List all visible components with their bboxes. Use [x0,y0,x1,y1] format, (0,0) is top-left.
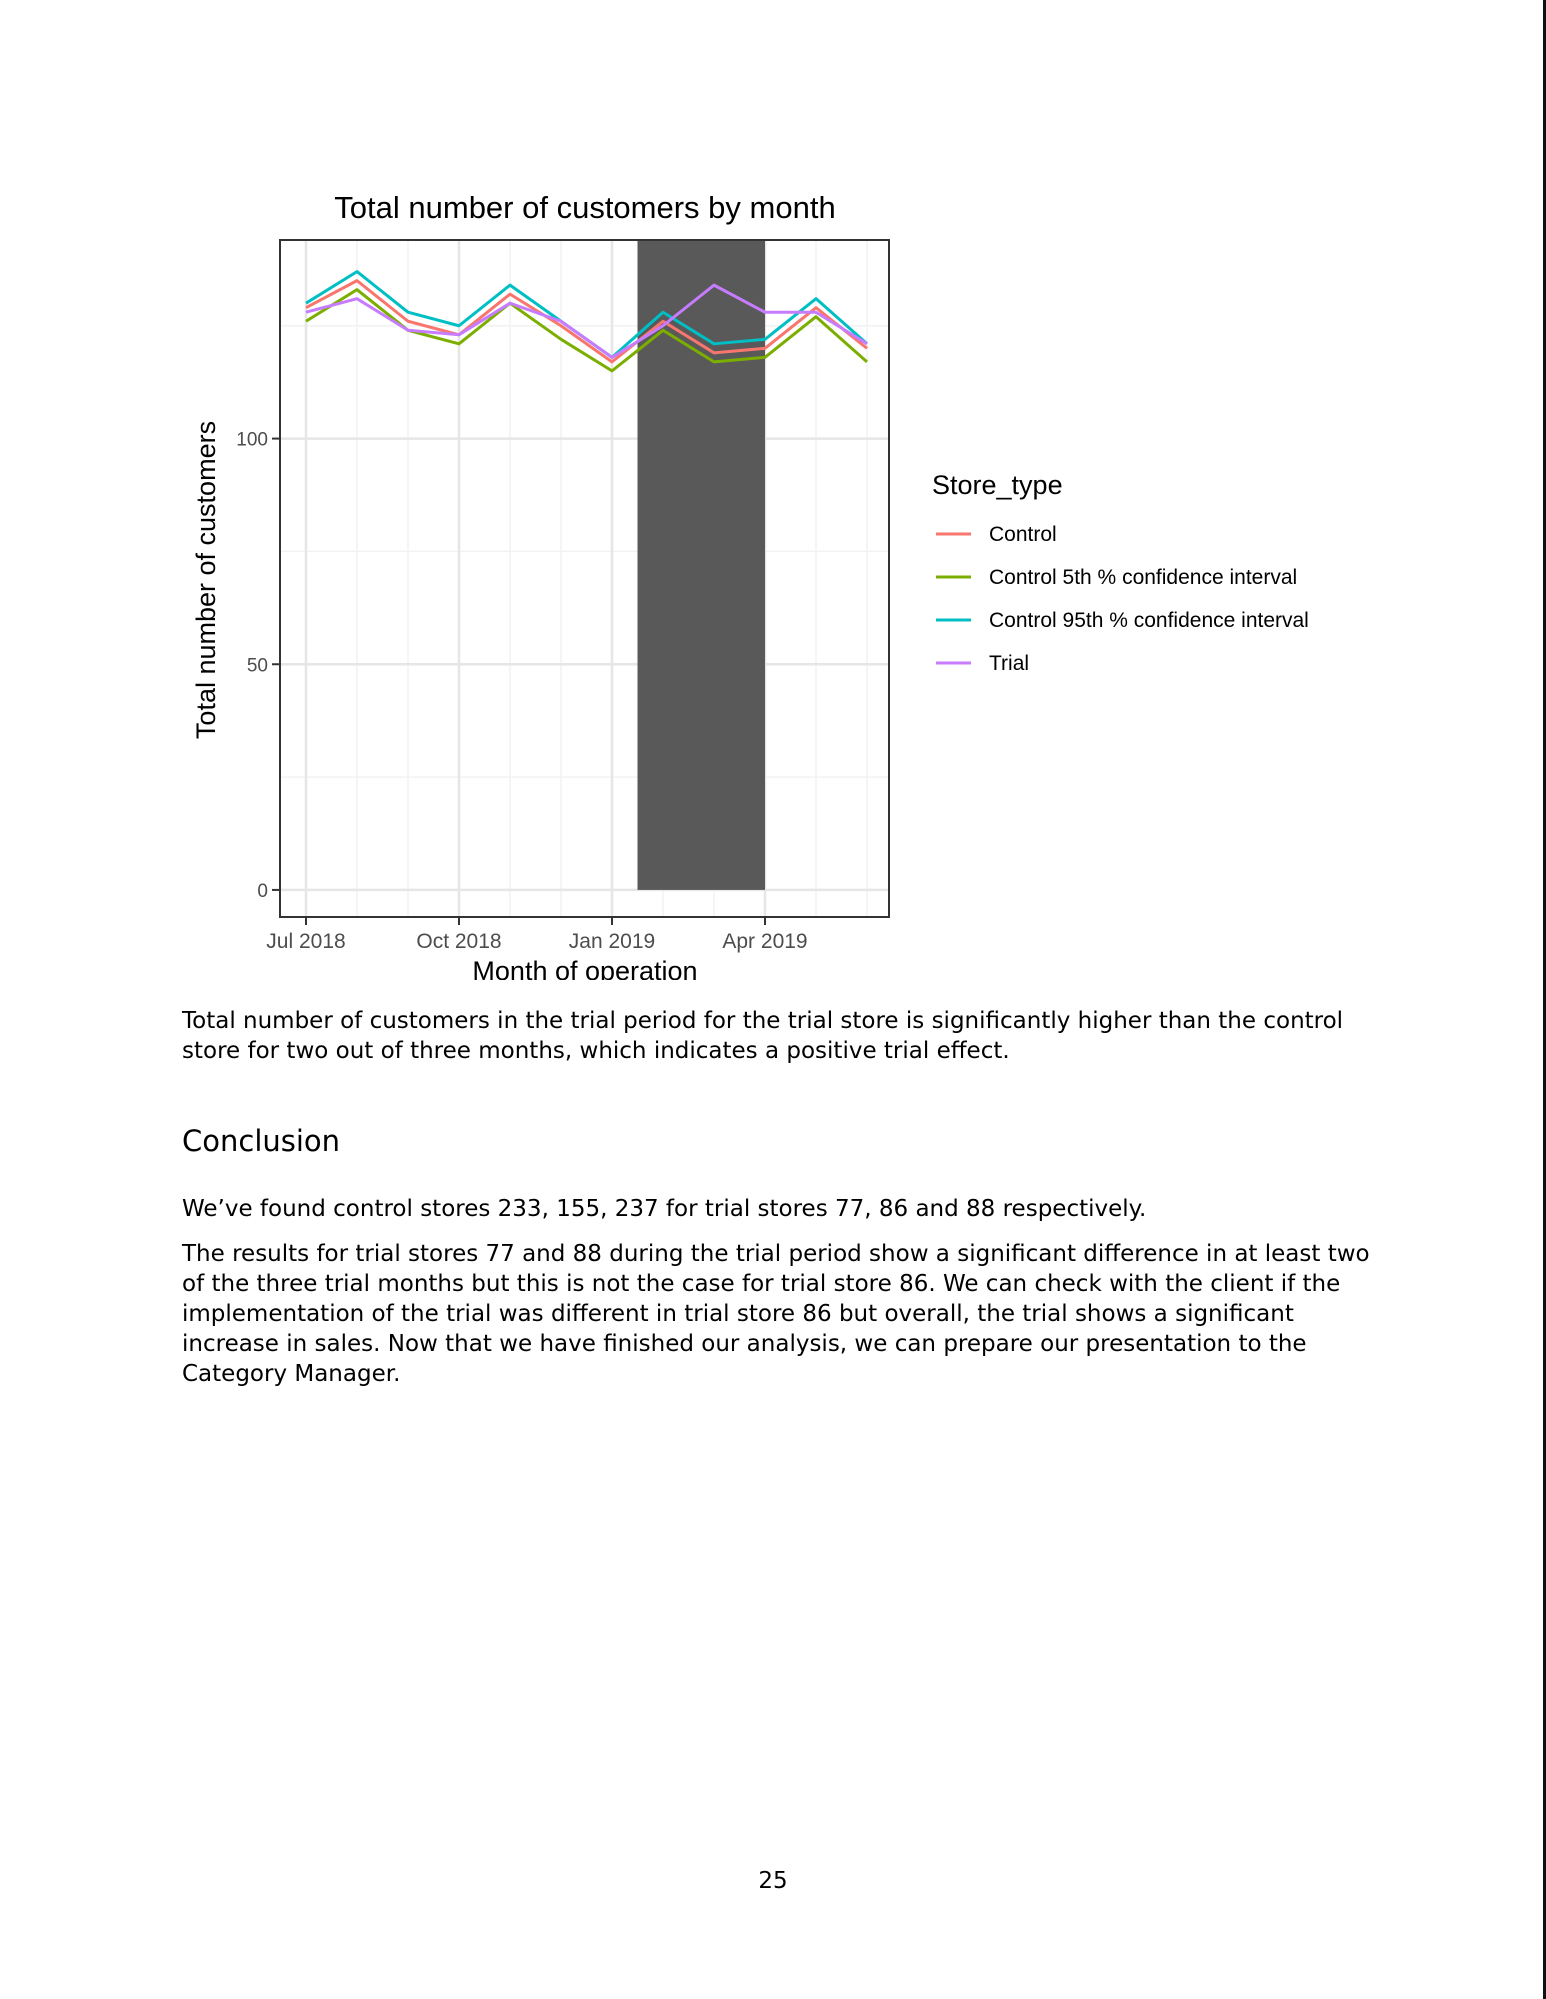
conclusion-heading: Conclusion [182,1124,341,1158]
chart-caption: Total number of customers in the trial p… [182,1008,1344,1064]
y-tick-label: 50 [247,655,268,676]
legend-label-0: Control [989,523,1057,546]
x-tick-label: Apr 2019 [722,930,807,953]
conclusion-paragraph-2: The results for trial stores 77 and 88 d… [182,1241,1370,1387]
trial-period-band [637,240,765,890]
customers-line-chart: 0 50 100 Jul 2018 Oct 2018 Jan 2019 Apr 2019 To… [191,190,1309,980]
legend-label-2: Control 95th % confidence interval [989,609,1309,632]
legend-label-3: Trial [989,652,1029,675]
y-tick-label: 100 [236,430,268,451]
x-tick-label: Oct 2018 [416,930,501,953]
legend-title: Store_type [932,470,1063,500]
chart-title: Total number of customers by month [334,190,835,225]
x-axis-label: Month of operation [472,956,697,980]
y-axis-label: Total number of customers [191,421,221,739]
page-number: 25 [758,1868,788,1894]
series-line-0 [305,279,868,364]
x-tick-label: Jul 2018 [266,930,345,953]
y-tick-label: 0 [257,881,268,902]
conclusion-paragraph-1: We’ve found control stores 233, 155, 237… [182,1196,1147,1222]
x-tick-label: Jan 2019 [569,930,655,953]
panel-border [279,239,890,918]
page-edge [1543,0,1546,1999]
legend-label-1: Control 5th % confidence interval [989,566,1297,589]
series-line-3 [305,283,868,359]
